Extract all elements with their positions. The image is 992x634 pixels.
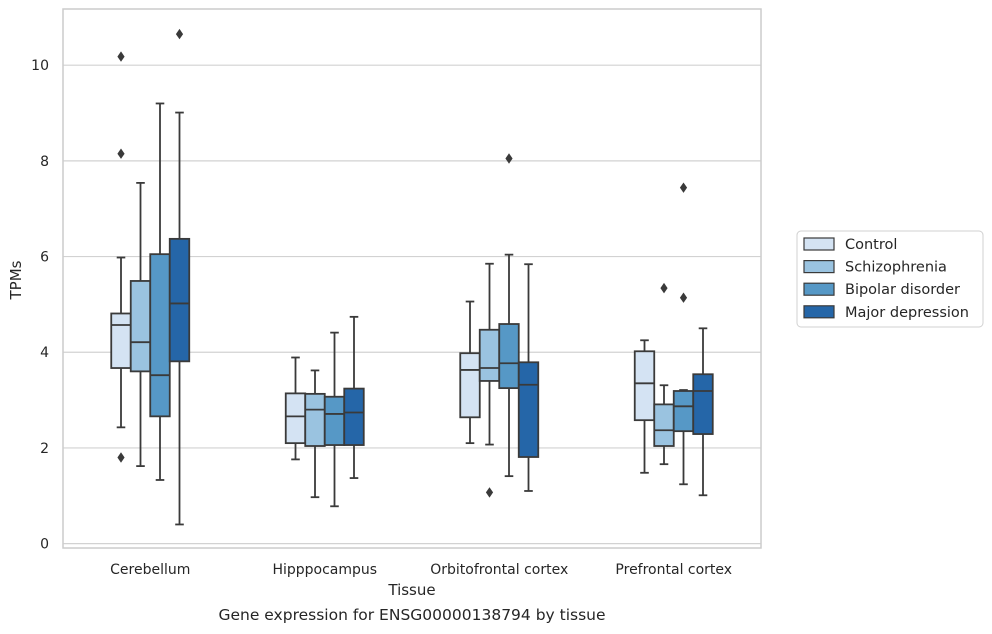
y-tick-label: 10 (31, 58, 49, 74)
box-iqr (149, 253, 171, 418)
legend-label: Schizophrenia (845, 260, 947, 276)
y-axis-ticks: 0 2 4 6 8 10 (31, 58, 49, 552)
legend-label: Bipolar disorder (845, 282, 960, 298)
legend: Control Schizophrenia Bipolar disorder Majo… (796, 230, 984, 328)
outlier-point (679, 292, 688, 303)
figure-caption: Gene expression for ENSG00000138794 by t… (218, 606, 606, 624)
x-tick-label: Cerebellum (110, 562, 190, 578)
x-tick-label: Hipppocampus (272, 562, 377, 578)
box-control (633, 339, 656, 474)
box-control (110, 51, 132, 463)
box-schizophrenia (478, 262, 501, 498)
box-major-depression (692, 327, 714, 497)
box-schizophrenia (129, 181, 152, 467)
y-tick-label: 8 (40, 154, 49, 170)
x-tick-label: Prefrontal cortex (615, 562, 732, 578)
x-axis-ticks: Cerebellum Hipppocampus Orbitofrontal cort… (110, 562, 732, 578)
box-iqr (498, 323, 520, 390)
x-tick-label: Orbitofrontal cortex (430, 562, 568, 578)
box-iqr (692, 373, 714, 435)
box-iqr (284, 392, 307, 445)
y-tick-label: 2 (40, 441, 49, 457)
box-major-depression (517, 263, 540, 492)
box-control (284, 356, 307, 461)
box-control (459, 300, 481, 445)
box-iqr (110, 312, 132, 369)
box-iqr (517, 361, 540, 458)
box-bipolar-disorder (323, 331, 346, 508)
legend-frame (796, 230, 984, 328)
box-major-depression (343, 315, 365, 479)
outlier-point (679, 182, 688, 193)
outlier-point (505, 153, 513, 164)
box-iqr (343, 387, 365, 446)
box-iqr (129, 280, 152, 373)
plot-frame (62, 8, 762, 549)
legend-swatch (803, 260, 835, 274)
box-iqr (633, 350, 656, 422)
box-major-depression (168, 28, 191, 526)
y-axis-label: TPMs (7, 260, 25, 300)
outlier-point (117, 148, 125, 159)
box-bipolar-disorder (149, 102, 171, 481)
outlier-point (117, 452, 125, 463)
box-iqr (304, 392, 326, 447)
legend-swatch (803, 237, 835, 251)
box-schizophrenia (304, 369, 326, 499)
box-iqr (168, 237, 191, 363)
outlier-point (660, 282, 668, 294)
outlier-point (175, 28, 184, 40)
box-iqr (478, 328, 501, 382)
box-iqr (459, 352, 481, 419)
y-tick-label: 6 (40, 250, 49, 266)
legend-label: Control (845, 237, 897, 253)
box-iqr (323, 395, 346, 446)
box-schizophrenia (653, 282, 675, 466)
outlier-point (485, 487, 494, 498)
outlier-point (117, 51, 125, 62)
x-axis-label: Tissue (387, 581, 435, 599)
box-iqr (672, 390, 695, 433)
legend-label: Major depression (845, 305, 969, 321)
box-iqr (653, 403, 675, 447)
box-bipolar-disorder (672, 182, 695, 486)
legend-swatch (803, 305, 835, 319)
legend-swatch (803, 282, 835, 296)
box-bipolar-disorder (498, 153, 520, 478)
y-tick-label: 0 (40, 537, 49, 553)
box-plot-series (110, 28, 714, 526)
y-tick-label: 4 (40, 345, 49, 361)
